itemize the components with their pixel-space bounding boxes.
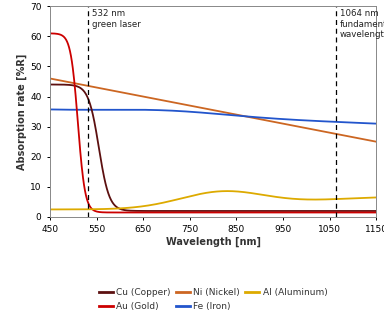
X-axis label: Wavelength [nm]: Wavelength [nm] (166, 237, 261, 247)
Legend: Cu (Copper), Au (Gold), Ni (Nickel), Fe (Iron), Al (Aluminum): Cu (Copper), Au (Gold), Ni (Nickel), Fe … (95, 285, 331, 310)
Text: 1064 nm
fundamental
wavelength: 1064 nm fundamental wavelength (340, 9, 384, 39)
Y-axis label: Absorption rate [%R]: Absorption rate [%R] (17, 53, 27, 170)
Text: 532 nm
green laser: 532 nm green laser (92, 9, 141, 29)
